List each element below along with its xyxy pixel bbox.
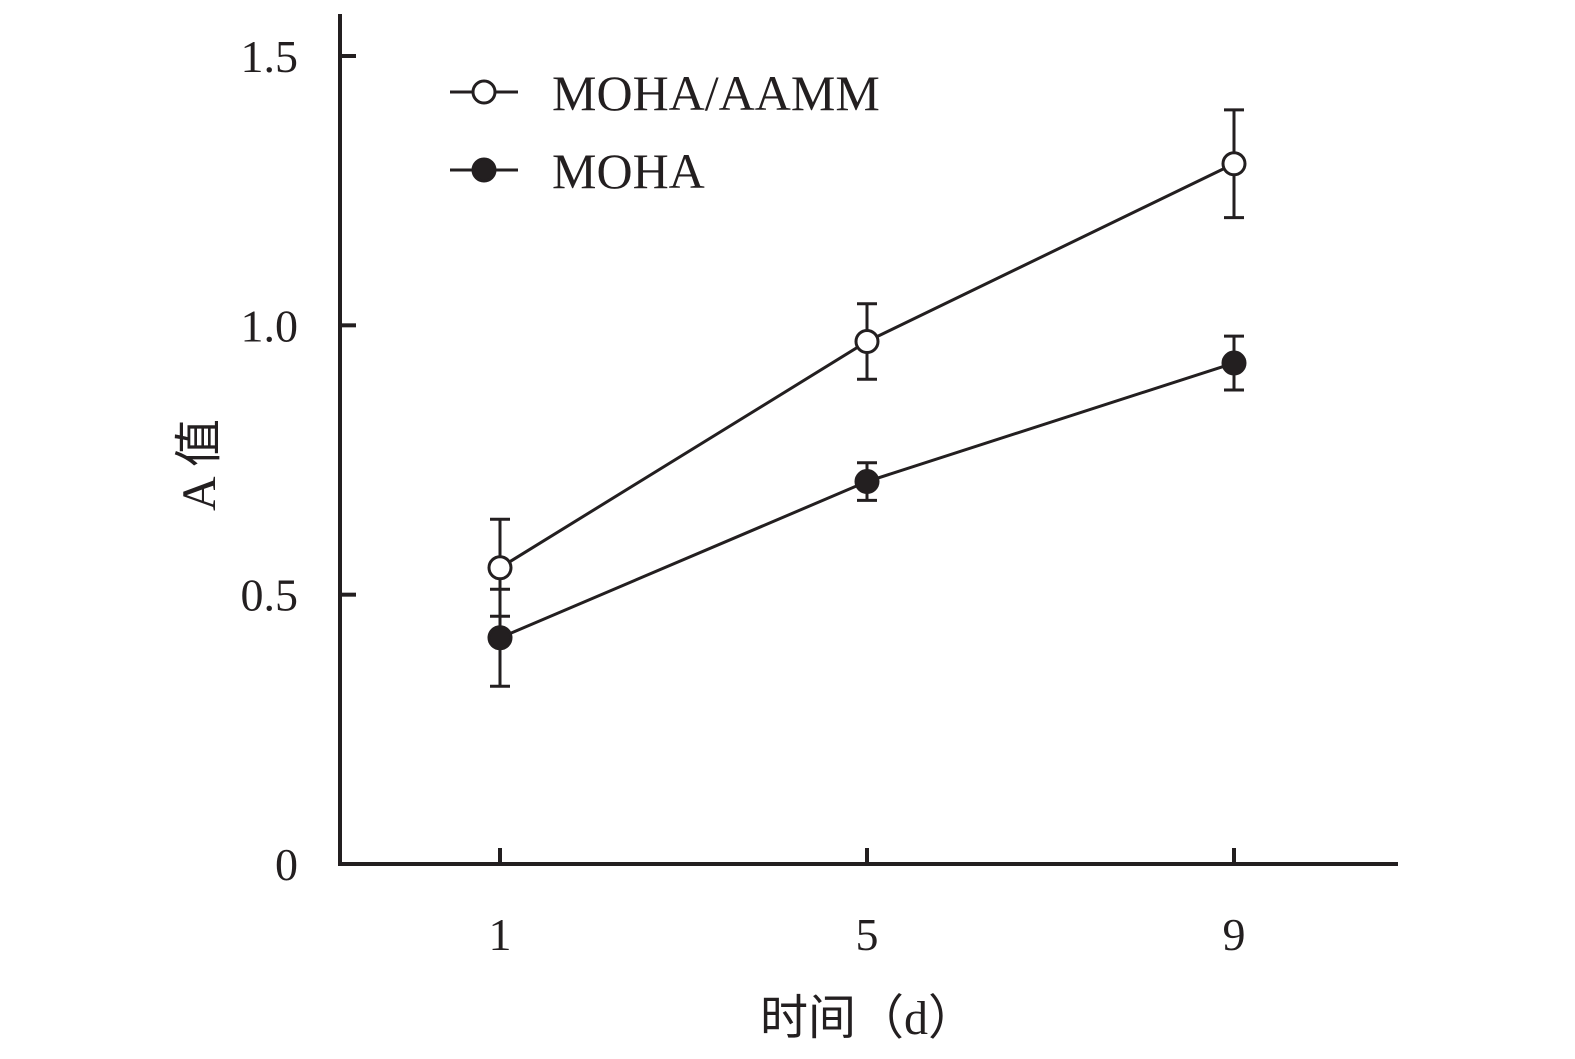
y-axis-title: A 值 bbox=[173, 419, 226, 511]
legend: MOHA/AAMM MOHA bbox=[450, 65, 880, 199]
y-tick-label: 1.5 bbox=[241, 31, 299, 82]
legend-marker bbox=[471, 79, 497, 105]
legend-marker bbox=[471, 157, 497, 183]
x-tick-label: 1 bbox=[489, 909, 512, 960]
data-point bbox=[854, 469, 880, 495]
x-axis-title: 时间（d） bbox=[760, 992, 976, 1045]
x-tick-label: 5 bbox=[856, 909, 879, 960]
x-tick-label: 9 bbox=[1223, 909, 1246, 960]
series-group bbox=[487, 108, 1247, 688]
y-ticks: 0 0.5 1.0 1.5 bbox=[241, 31, 356, 890]
legend-item: MOHA bbox=[450, 143, 705, 199]
data-point bbox=[487, 555, 513, 581]
legend-item: MOHA/AAMM bbox=[450, 65, 880, 121]
axes bbox=[338, 14, 1398, 866]
y-tick-label: 0.5 bbox=[241, 570, 299, 621]
series-moha-aamm bbox=[487, 108, 1247, 618]
x-ticks: 1 5 9 bbox=[489, 848, 1246, 960]
legend-label: MOHA/AAMM bbox=[552, 65, 880, 121]
data-point bbox=[1221, 350, 1247, 376]
data-point bbox=[487, 625, 513, 651]
y-tick-label: 1.0 bbox=[241, 300, 299, 351]
series-moha bbox=[487, 334, 1247, 688]
y-tick-label: 0 bbox=[275, 839, 298, 890]
data-point bbox=[1221, 151, 1247, 177]
data-point bbox=[854, 328, 880, 354]
legend-label: MOHA bbox=[552, 143, 705, 199]
